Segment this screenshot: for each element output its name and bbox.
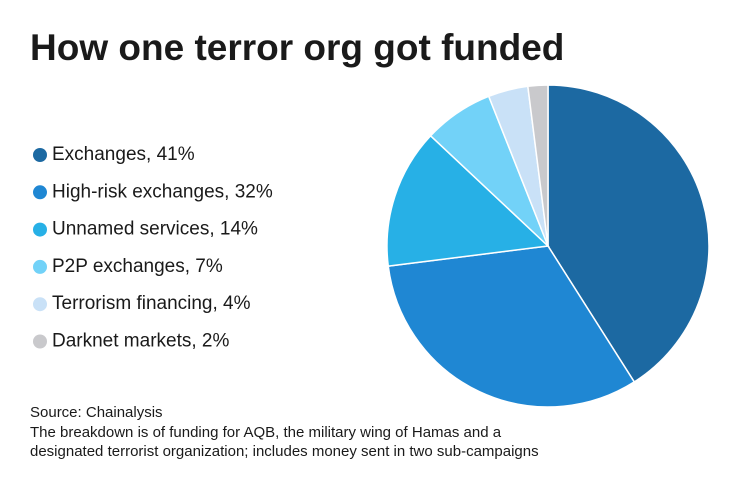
legend-marker: [33, 148, 47, 162]
legend-marker: [33, 222, 47, 237]
legend-label: Terrorism financing, 4%: [52, 293, 251, 314]
legend-label: Exchanges, 41%: [52, 144, 195, 165]
legend-label: High-risk exchanges, 32%: [52, 181, 273, 202]
legend-label: Darknet markets, 2%: [52, 331, 229, 352]
legend-marker: [33, 259, 47, 274]
legend-label: P2P exchanges, 7%: [52, 256, 223, 277]
source: Source: Chainalysis: [30, 404, 163, 421]
pie-slice: [387, 245, 636, 408]
note: designated terrorist organization; inclu…: [30, 443, 539, 460]
pie-slice: [547, 84, 710, 383]
legend-marker: [33, 297, 47, 312]
legend-marker: [33, 334, 47, 349]
pie-slice: [386, 134, 550, 268]
pie-slice: [526, 84, 549, 247]
legend-marker: [33, 185, 47, 200]
chart-title: How one terror org got funded: [30, 27, 564, 68]
note: The breakdown is of funding for AQB, the…: [30, 424, 502, 441]
legend-label: Unnamed services, 14%: [52, 219, 258, 240]
